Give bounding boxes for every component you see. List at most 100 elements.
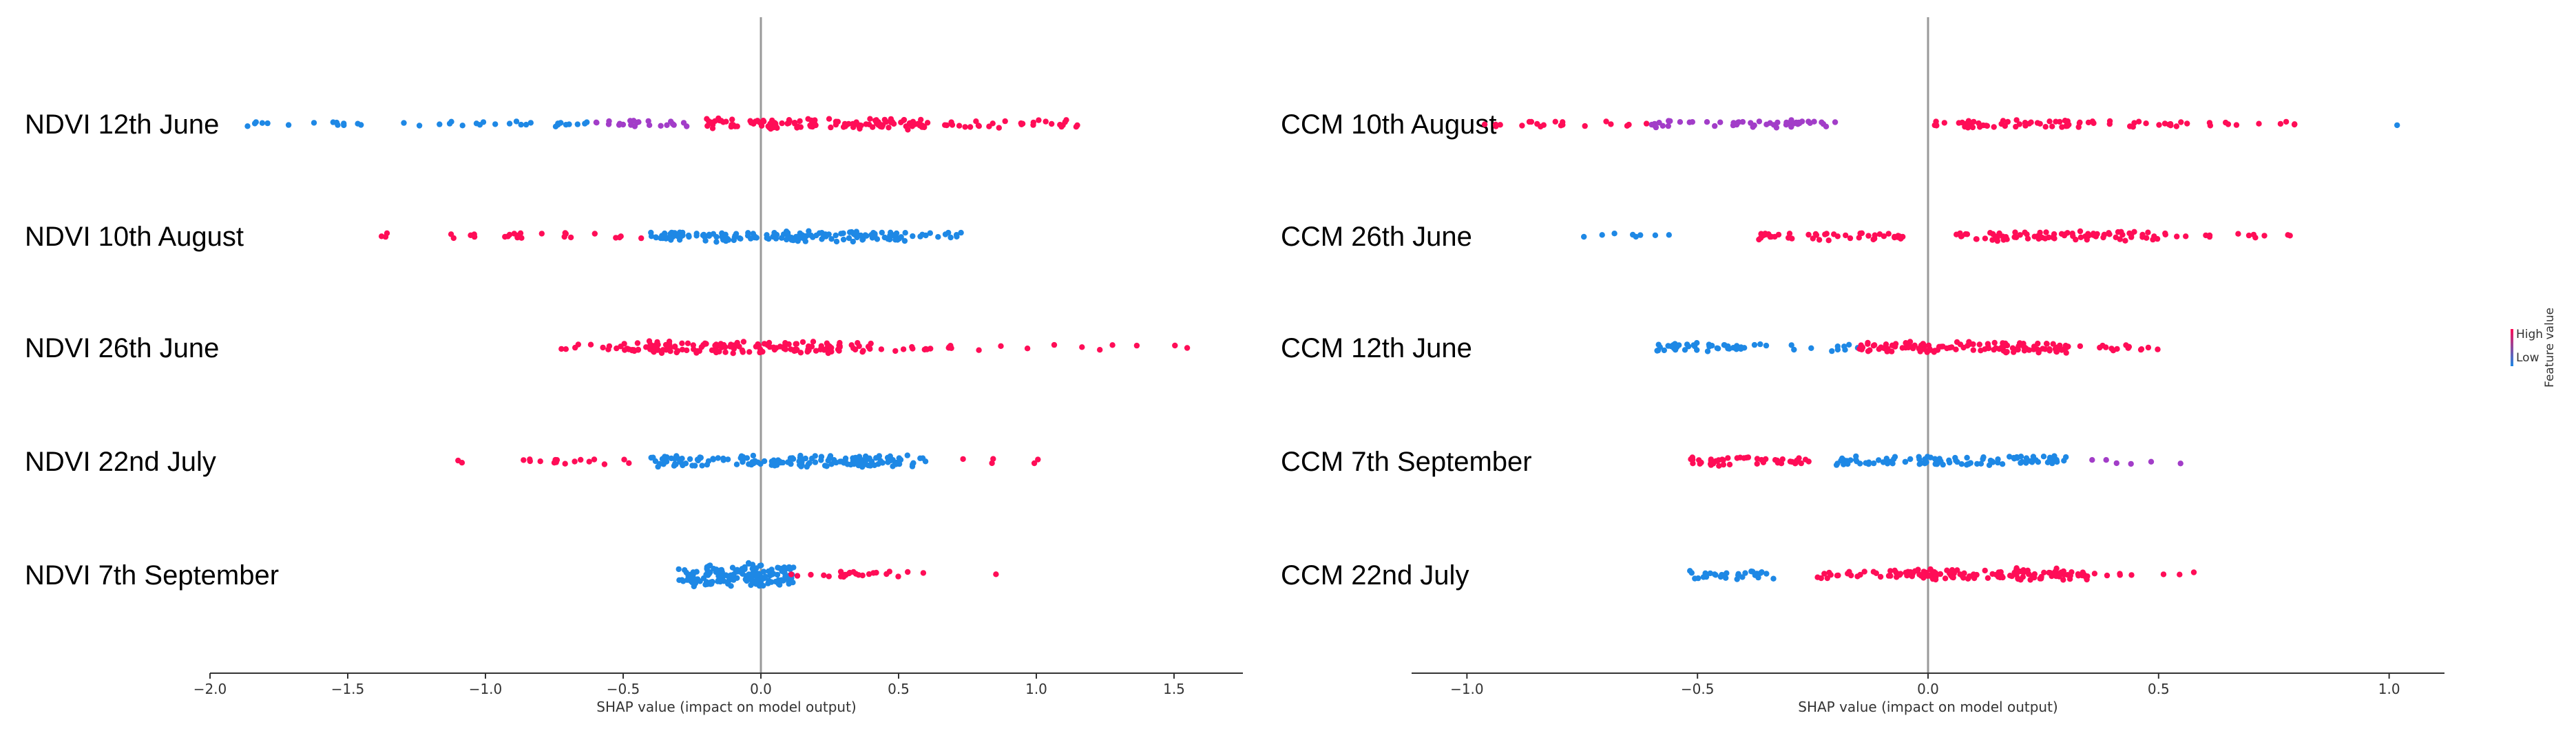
shap-point [558, 346, 565, 352]
shap-point [2245, 232, 2252, 239]
shap-point [766, 339, 773, 346]
shap-point [2011, 234, 2018, 240]
shap-point [917, 233, 923, 240]
shap-point [846, 235, 852, 242]
shap-point [627, 118, 633, 124]
shap-point [1876, 457, 1882, 463]
x-tick-label: 0.5 [888, 681, 910, 697]
shap-point [943, 122, 950, 129]
shap-point [1970, 341, 1976, 348]
shap-point [1778, 460, 1785, 467]
shap-point [1966, 573, 1973, 580]
shap-point [1659, 123, 1666, 129]
shap-point [621, 456, 627, 463]
shap-point [1738, 344, 1744, 350]
shap-point [1689, 119, 1695, 125]
shap-point [1519, 123, 1525, 129]
shap-point [2077, 343, 2084, 350]
x-tick-label: −0.5 [607, 681, 640, 697]
shap-point [686, 233, 692, 240]
shap-point [788, 346, 794, 352]
shap-point [2015, 568, 2021, 574]
shap-point [1696, 457, 1702, 463]
shap-point [1492, 121, 1499, 128]
feature-label: CCM 12th June [1281, 333, 1472, 363]
shap-point [1959, 573, 1966, 580]
shap-point [1704, 348, 1711, 354]
shap-point [1772, 457, 1779, 463]
shap-point [1624, 123, 1631, 129]
shap-point [717, 578, 724, 585]
shap-point [2256, 120, 2262, 127]
shap-point [909, 123, 916, 129]
shap-point [989, 460, 995, 467]
shap-point [646, 338, 653, 344]
shap-point [679, 340, 685, 346]
shap-point [734, 123, 740, 129]
shap-point [714, 569, 720, 575]
shap-point [618, 233, 624, 240]
shap-point [606, 343, 613, 350]
shap-point [840, 236, 847, 243]
shap-point [998, 343, 1004, 349]
shap-point [2206, 233, 2213, 240]
shap-point [1694, 347, 1700, 353]
shap-point [2030, 454, 2037, 460]
shap-point [1964, 454, 1970, 461]
shap-point [826, 573, 833, 580]
shap-point [2042, 235, 2049, 242]
shap-point [947, 234, 954, 241]
shap-point [1967, 460, 1973, 466]
shap-point [996, 125, 1003, 131]
shap-point [2075, 573, 2082, 579]
shap-point [1813, 232, 1820, 238]
shap-point [1672, 347, 1679, 353]
shap-point [1865, 348, 1872, 354]
shap-point [896, 235, 903, 242]
shap-point [1763, 342, 1770, 349]
shap-point [2007, 454, 2013, 460]
shap-point [923, 346, 930, 352]
shap-point [680, 120, 687, 126]
shap-point [1884, 348, 1890, 354]
shap-point [901, 117, 907, 123]
shap-point [311, 120, 317, 126]
shap-point [786, 341, 792, 348]
shap-point [726, 577, 732, 584]
shap-point [527, 120, 534, 126]
shap-point [1920, 572, 1927, 578]
shap-point [850, 455, 856, 461]
shap-point [1708, 462, 1714, 468]
shap-point [631, 123, 638, 129]
shap-point [1924, 349, 1930, 355]
shap-point [1019, 120, 1026, 127]
shap-point [730, 350, 736, 357]
shap-point [1655, 341, 1662, 348]
shap-point [2013, 117, 2020, 123]
shap-point [905, 569, 911, 575]
shap-point [704, 572, 711, 578]
shap-point [2000, 343, 2007, 349]
shap-point [1723, 575, 1729, 581]
shap-point [671, 343, 678, 350]
shap-point [2064, 121, 2071, 127]
shap-point [749, 562, 756, 568]
shap-point [1826, 569, 1832, 576]
shap-point [1552, 118, 1558, 125]
shap-point [855, 460, 861, 467]
x-tick-label: −2.0 [193, 681, 227, 697]
shap-point [2162, 231, 2168, 237]
shap-point [1931, 122, 1938, 129]
shap-point [1184, 345, 1191, 351]
shap-point [1952, 454, 1958, 461]
shap-point [780, 577, 786, 584]
shap-point [2135, 118, 2142, 125]
shap-point [1024, 346, 1031, 352]
shap-point [1043, 118, 1049, 125]
shap-point [621, 341, 627, 347]
shap-point [575, 341, 581, 348]
shap-point [835, 118, 841, 125]
shap-point [471, 233, 478, 240]
shap-point [723, 572, 729, 578]
shap-point [718, 118, 724, 124]
